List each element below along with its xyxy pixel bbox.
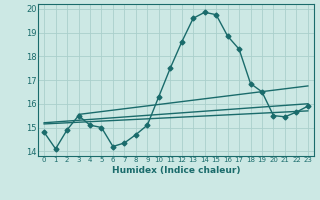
X-axis label: Humidex (Indice chaleur): Humidex (Indice chaleur) — [112, 166, 240, 175]
